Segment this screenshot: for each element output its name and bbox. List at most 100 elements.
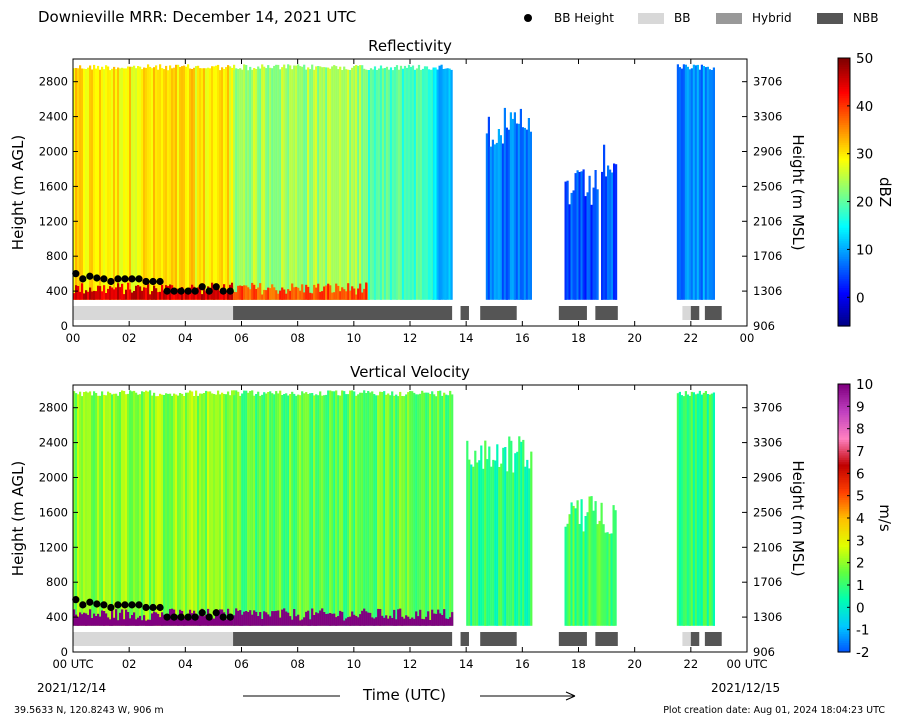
data-column (251, 69, 254, 300)
data-column (131, 66, 134, 300)
colorbar-step (838, 631, 850, 635)
colorbar-step (838, 448, 850, 452)
data-column (323, 395, 326, 626)
data-column (432, 67, 435, 300)
data-column-low (129, 618, 132, 626)
data-column-low (175, 291, 178, 300)
data-column-low (149, 294, 152, 300)
data-column (155, 396, 158, 626)
colorbar-step (838, 620, 850, 624)
data-column-low (291, 283, 294, 300)
colorbar-step (838, 312, 850, 316)
data-column-low (249, 610, 252, 626)
data-column-low (89, 609, 92, 626)
colorbar-step (838, 223, 850, 227)
y-axis-right-label: Height (m MSL) (789, 134, 807, 250)
data-column-low (237, 285, 240, 300)
data-column (309, 393, 312, 626)
data-column (592, 187, 595, 300)
data-column (501, 143, 504, 300)
colorbar-step (838, 247, 850, 251)
colorbar-step (838, 453, 850, 457)
colorbar-step (838, 560, 850, 564)
x-tick-label: 00 (740, 331, 755, 345)
data-column (492, 459, 495, 626)
data-column (271, 393, 274, 626)
data-column (345, 69, 348, 300)
colorbar-step (838, 421, 850, 425)
data-column-low (245, 285, 248, 300)
data-column (440, 64, 443, 300)
data-column (341, 70, 344, 300)
data-column-low (233, 291, 236, 300)
colorbar-step (838, 294, 850, 298)
data-column (335, 66, 338, 300)
data-column (283, 394, 286, 626)
data-column-low (159, 617, 162, 626)
colorbar-step (838, 98, 850, 102)
data-column (269, 67, 272, 300)
data-column (299, 395, 302, 626)
data-column (355, 395, 358, 626)
x-tick-label: 06 (234, 657, 249, 671)
colorbar-step (838, 138, 850, 142)
data-column-low (263, 289, 266, 300)
colorbar-step (838, 241, 850, 244)
y-tick-right-label: 1306 (753, 284, 782, 298)
data-column (712, 392, 715, 626)
data-column (341, 390, 344, 626)
colorbar-step (838, 104, 850, 108)
data-column (105, 65, 108, 300)
data-column (444, 68, 447, 300)
colorbar-step (838, 183, 850, 186)
data-column (601, 171, 604, 300)
data-column (436, 69, 439, 300)
data-column (275, 391, 278, 626)
data-column (574, 173, 577, 300)
data-column (596, 189, 599, 300)
data-column-low (239, 285, 242, 300)
bb-height-point (114, 275, 122, 283)
colorbar-step (838, 593, 850, 597)
data-column (472, 466, 475, 626)
colorbar-step (838, 225, 850, 229)
colorbar-step (838, 609, 850, 613)
data-column (331, 66, 334, 300)
colorbar-step (838, 578, 850, 582)
data-column (568, 514, 571, 626)
data-column (526, 459, 529, 626)
y-tick-right-label: 2506 (753, 179, 782, 193)
bb-height-point (205, 287, 213, 295)
data-column (177, 395, 180, 626)
hybrid-swatch-icon (716, 12, 742, 24)
data-column (317, 395, 320, 626)
colorbar-step (838, 495, 850, 499)
data-column (197, 395, 200, 626)
data-column (357, 65, 360, 300)
data-column (169, 65, 172, 300)
data-column (107, 391, 110, 626)
data-column-low (365, 282, 368, 300)
data-column (177, 64, 180, 300)
data-column (686, 66, 689, 300)
data-column (129, 390, 132, 626)
bb-height-point (107, 277, 115, 286)
data-column (219, 70, 222, 300)
colorbar-step (838, 165, 850, 169)
data-column-low (403, 618, 406, 626)
data-column-low (139, 286, 142, 300)
data-column (417, 64, 421, 300)
data-column-low (343, 620, 346, 626)
data-column-low (131, 292, 134, 300)
x-tick-label: 04 (178, 331, 193, 345)
data-column (686, 394, 689, 626)
data-column (179, 393, 182, 626)
data-column-low (147, 619, 150, 626)
data-column-low (425, 616, 428, 626)
data-column (143, 67, 146, 300)
data-column (468, 459, 471, 626)
data-column (251, 390, 254, 626)
data-column (608, 533, 611, 626)
colorbar-label: m/s (876, 504, 894, 532)
data-column (119, 392, 122, 626)
